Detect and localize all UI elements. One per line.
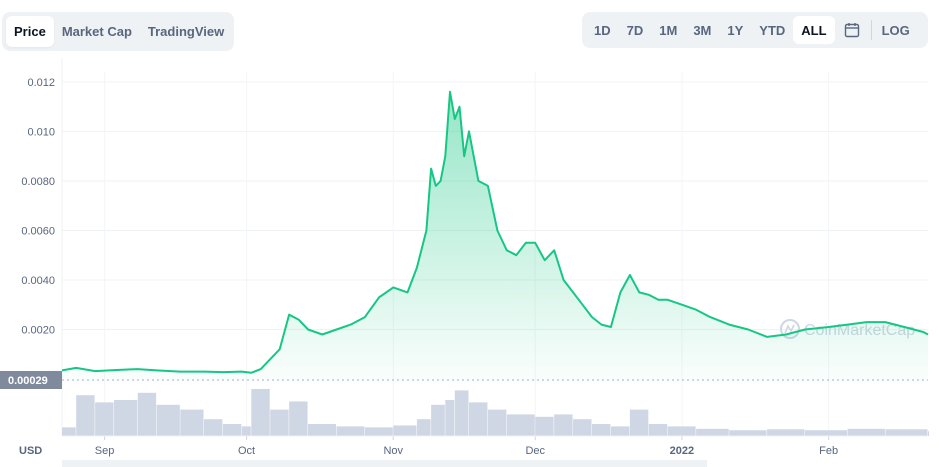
volume-bar <box>535 416 554 436</box>
y-tick-label: 0.010 <box>27 126 55 138</box>
volume-bar <box>180 409 204 436</box>
x-tick-label: Dec <box>525 445 545 457</box>
volume-bar <box>431 404 445 436</box>
range-3m-button[interactable]: 3M <box>693 22 712 38</box>
volume-bar <box>156 404 180 436</box>
volume-bar <box>289 401 308 436</box>
volume-bar <box>364 427 393 436</box>
volume-bar <box>270 409 289 436</box>
volume-bar <box>62 427 76 436</box>
price-area-fill <box>62 91 928 383</box>
volume-bar <box>667 426 696 436</box>
range-1y-button[interactable]: 1Y <box>727 22 744 38</box>
x-tick-label: Nov <box>383 445 403 457</box>
range-1d-button[interactable]: 1D <box>594 22 611 38</box>
volume-bars <box>62 388 929 436</box>
volume-bar <box>629 409 649 436</box>
volume-bar <box>251 388 270 436</box>
chart-type-tabs: Price Market Cap TradingView <box>2 12 234 51</box>
volume-bar <box>336 426 365 436</box>
time-range-tabs: 1D 7D 1M 3M 1Y YTD ALL LOG <box>582 12 928 48</box>
y-tick-label: 0.012 <box>27 77 55 89</box>
volume-bar <box>137 392 157 436</box>
volume-bar <box>729 430 767 436</box>
price-line <box>61 90 929 374</box>
volume-bar <box>95 402 114 436</box>
volume-bar <box>847 428 885 436</box>
volume-bar <box>203 419 223 436</box>
volume-bar <box>885 429 928 436</box>
tab-tradingview[interactable]: TradingView <box>147 24 225 39</box>
currency-label: USD <box>19 445 42 457</box>
x-tick-label: Oct <box>238 445 255 457</box>
volume-bar <box>610 426 630 436</box>
volume-bar <box>487 409 507 436</box>
x-tick-label: 2022 <box>670 445 694 457</box>
calendar-icon <box>844 23 859 38</box>
volume-bar <box>222 424 242 436</box>
volume-bar <box>592 424 611 436</box>
current-price-label: 0.00029 <box>8 375 48 387</box>
volume-bar <box>393 425 417 436</box>
volume-bar <box>554 414 573 436</box>
range-ytd-button[interactable]: YTD <box>759 22 786 38</box>
toolbar-divider <box>870 20 872 40</box>
volume-bar <box>308 424 336 436</box>
tab-price[interactable]: Price <box>6 16 54 47</box>
range-all-button[interactable]: ALL <box>793 16 835 44</box>
x-tick-label: Feb <box>819 445 838 457</box>
date-range-button[interactable] <box>835 16 869 44</box>
y-tick-label: 0.0060 <box>21 225 55 237</box>
volume-bar <box>416 419 431 436</box>
y-tick-label: 0.0020 <box>21 325 55 337</box>
volume-bar <box>241 426 251 436</box>
volume-bar <box>767 429 805 436</box>
range-navigator[interactable] <box>62 460 707 467</box>
range-1m-button[interactable]: 1M <box>659 22 678 38</box>
volume-bar <box>454 390 469 436</box>
volume-bar <box>573 419 592 436</box>
volume-bar <box>696 428 729 436</box>
x-axis: Sep Oct Nov Dec 2022 Feb <box>62 435 928 457</box>
volume-bar <box>114 400 138 436</box>
volume-bar <box>468 402 488 436</box>
tab-market-cap[interactable]: Market Cap <box>61 24 132 39</box>
volume-bar <box>445 400 455 436</box>
y-axis: 0.0020 0.0040 0.0060 0.0080 0.010 0.012 <box>21 77 55 337</box>
volume-bar <box>76 395 95 436</box>
y-tick-label: 0.0080 <box>21 176 55 188</box>
y-tick-label: 0.0040 <box>21 275 55 287</box>
volume-bar <box>804 430 848 436</box>
log-scale-button[interactable]: LOG <box>881 22 910 38</box>
volume-bar <box>506 414 535 436</box>
range-7d-button[interactable]: 7D <box>626 22 644 38</box>
x-tick-label: Sep <box>95 445 115 457</box>
volume-bar <box>928 431 929 436</box>
current-price-badge: 0.00029 <box>0 371 62 389</box>
volume-bar <box>648 424 668 436</box>
